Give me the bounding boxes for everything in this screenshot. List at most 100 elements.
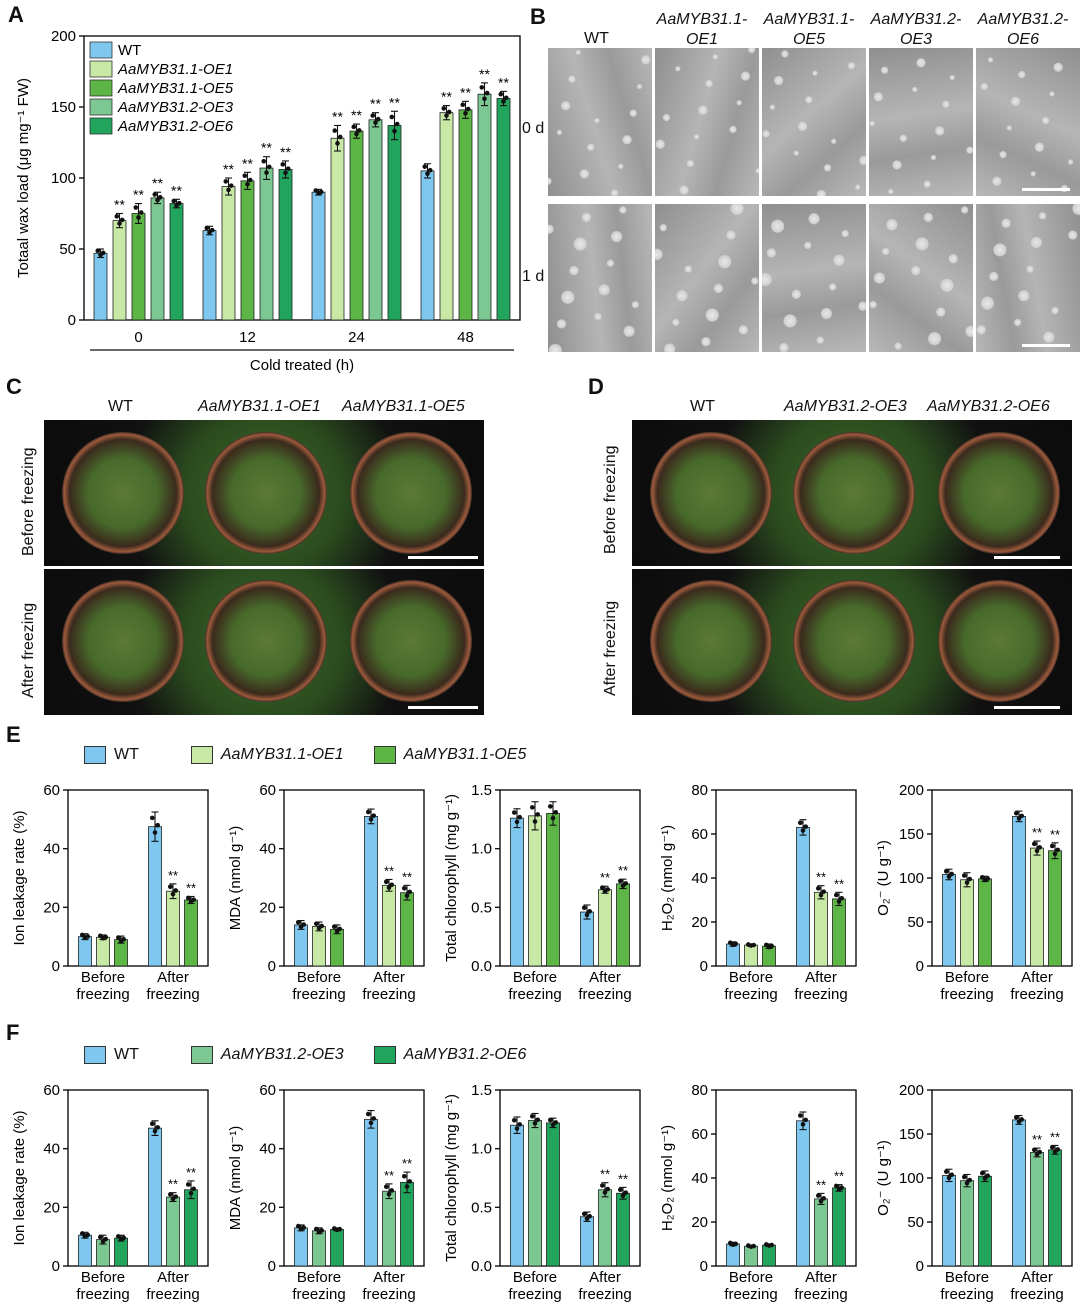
- bar: [616, 1192, 630, 1267]
- chart-body: 0 50 100 150 200 O₂⁻ (U g⁻¹) Before freezing ** *…: [875, 1082, 1073, 1303]
- bar: [169, 203, 184, 321]
- x-tick-label: Before freezing: [508, 1269, 561, 1303]
- bar: [364, 1118, 378, 1267]
- bar: [387, 125, 402, 321]
- data-point: [226, 187, 231, 193]
- chart-f-ion-leakage: 0 20 40 60 Ion leakage rate (%) Before freezin…: [11, 1082, 209, 1303]
- legend-item: AaMYB31.2-OE6: [373, 1046, 526, 1064]
- y-tick-label: 100: [899, 1170, 924, 1187]
- bar: [458, 109, 473, 321]
- data-point: [818, 892, 824, 898]
- legend-f: WT AaMYB31.2-OE3 AaMYB31.2-OE6: [84, 1046, 548, 1064]
- panel-d-col-label-oe3: AaMYB31.2-OE3: [784, 398, 907, 415]
- data-point: [152, 192, 158, 197]
- data-point: [815, 1193, 821, 1198]
- y-tick-label: 0: [700, 958, 708, 975]
- sem-micrograph-oe1-1d: [655, 204, 759, 352]
- data-point: [733, 941, 739, 947]
- data-point: [751, 942, 757, 948]
- data-point: [511, 1117, 517, 1123]
- x-tick-label: After freezing: [578, 1269, 631, 1303]
- y-tick-label: 60: [43, 1082, 60, 1099]
- bar: [528, 815, 542, 967]
- panel-d-col-label-oe6: AaMYB31.2-OE6: [927, 398, 1050, 415]
- bar: [400, 892, 414, 967]
- data-point: [313, 921, 319, 927]
- bar: [726, 1243, 740, 1267]
- data-point: [319, 923, 325, 929]
- data-point: [386, 885, 392, 890]
- legend-label: AaMYB31.1-OE5: [403, 746, 527, 763]
- panel-label-a: A: [8, 2, 24, 27]
- data-point: [484, 90, 490, 96]
- y-tick-label: 0: [916, 958, 924, 975]
- bar: [960, 1180, 974, 1267]
- data-point: [460, 102, 466, 108]
- y-tick-label: 60: [691, 826, 708, 843]
- sem-micrograph-wt-1d: [548, 204, 652, 352]
- significance-mark: **: [261, 140, 272, 156]
- data-point: [553, 1120, 559, 1125]
- panel-d-row-label-after: After freezing: [602, 600, 619, 696]
- bar: [510, 1124, 524, 1267]
- y-tick-label: 20: [43, 1199, 60, 1216]
- y-axis-label: Totaal wax load (μg mg⁻¹ FW): [15, 78, 32, 278]
- bar: [1030, 847, 1044, 967]
- data-point: [115, 935, 121, 940]
- chart-f-superoxide: 0 50 100 150 200 O₂⁻ (U g⁻¹) Before freezing ** *…: [875, 1082, 1073, 1303]
- data-point: [949, 871, 955, 877]
- bar: [184, 1189, 198, 1267]
- sem-micrograph-oe6-1d: [976, 204, 1080, 352]
- data-point: [839, 1185, 845, 1190]
- legend-swatch: [89, 117, 113, 135]
- chart-a-wax-load: 0 50 100 150 200 Totaal wax load (μg mg⁻¹ FW)…: [15, 28, 521, 374]
- data-point: [365, 809, 371, 815]
- data-point: [482, 96, 487, 102]
- sem-micrograph-oe6-0d: [976, 48, 1080, 196]
- data-point: [332, 128, 338, 133]
- bar: [580, 1216, 594, 1267]
- y-tick-label: 200: [51, 28, 76, 45]
- data-point: [1013, 810, 1019, 816]
- data-point: [605, 887, 611, 892]
- significance-mark: **: [114, 197, 125, 213]
- plant-wt-after: [62, 580, 184, 702]
- bar: [598, 1189, 612, 1267]
- panel-b-row-label-0d: 0 d: [522, 120, 545, 137]
- data-point: [617, 878, 623, 884]
- legend-label: AaMYB31.2-OE3: [117, 99, 234, 116]
- y-tick-label: 0.0: [471, 1258, 492, 1275]
- data-point: [1037, 845, 1043, 850]
- data-point: [535, 1117, 541, 1123]
- data-point: [422, 164, 428, 169]
- data-point: [404, 893, 410, 898]
- data-point: [584, 912, 590, 918]
- significance-mark: **: [402, 1156, 412, 1171]
- data-point: [1055, 847, 1061, 853]
- y-tick-label: 80: [691, 782, 708, 799]
- bar: [364, 816, 378, 967]
- bar: [114, 1237, 128, 1267]
- data-point: [511, 810, 517, 815]
- y-tick-label: 50: [907, 914, 924, 931]
- chart-e-ion-leakage: 0 20 40 60 Ion leakage rate (%) Before freezin…: [11, 782, 209, 1003]
- plant-oe6-before: [938, 432, 1060, 554]
- data-point: [285, 166, 291, 171]
- bar: [148, 826, 162, 967]
- bar: [496, 98, 511, 321]
- data-point: [1049, 843, 1055, 849]
- data-point: [85, 934, 91, 939]
- plot-frame: [499, 1089, 641, 1267]
- y-tick-label: 1.5: [471, 1082, 492, 1099]
- panel-label-e: E: [6, 722, 21, 747]
- data-point: [979, 1170, 985, 1176]
- scale-bar: [408, 706, 478, 709]
- panel-b-col-label-oe5: AaMYB31.1- OE5: [763, 11, 855, 48]
- data-point: [370, 113, 376, 118]
- chart-f-mda: 0 20 40 60 MDA (nmol g⁻¹) Before freezing ** ** A…: [227, 1082, 425, 1303]
- significance-mark: **: [1032, 1132, 1042, 1147]
- significance-mark: **: [1050, 827, 1060, 842]
- data-point: [532, 1121, 538, 1126]
- bar: [1048, 1149, 1062, 1267]
